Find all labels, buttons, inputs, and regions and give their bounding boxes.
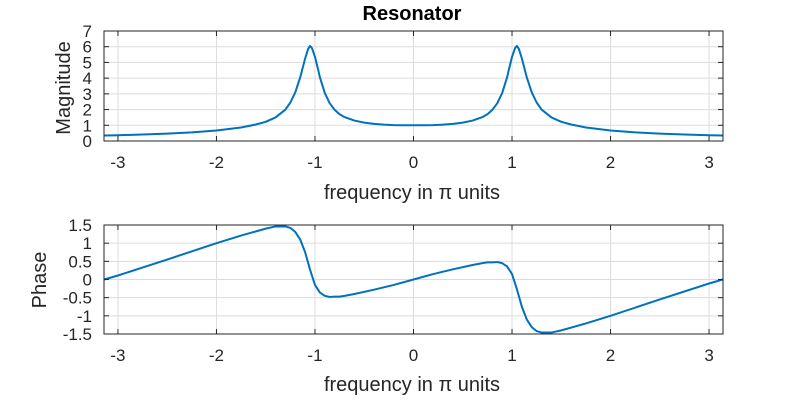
phase-x-tick-label: 0 (409, 346, 418, 365)
phase-x-tick-label: -3 (110, 346, 125, 365)
magnitude-y-tick-label: 2 (83, 101, 92, 120)
magnitude-y-tick-label: 1 (83, 116, 92, 135)
phase-y-tick-labels: -1.5-1-0.500.511.5 (63, 216, 92, 344)
magnitude-y-axis-label: Magnitude (53, 41, 75, 134)
magnitude-x-tick-label: 1 (507, 153, 516, 172)
magnitude-x-tick-label: 0 (409, 153, 418, 172)
phase-y-tick-label: 0 (83, 271, 92, 290)
phase-x-tick-label: 1 (507, 346, 516, 365)
phase-x-tick-labels: -3 -2 -1 0 1 2 3 (110, 346, 713, 365)
phase-y-axis-label: Phase (29, 252, 51, 309)
magnitude-series-group (104, 44, 723, 137)
phase-y-tick-label: 0.5 (68, 252, 92, 271)
magnitude-y-tick-label: 5 (83, 53, 92, 72)
magnitude-y-tick-label: 0 (83, 132, 92, 151)
phase-y-tick-label: -1 (77, 307, 92, 326)
magnitude-x-tick-label: 2 (606, 153, 615, 172)
magnitude-x-tick-labels: -3 -2 -1 0 1 2 3 (110, 153, 713, 172)
phase-y-tick-label: -1.5 (63, 325, 92, 344)
magnitude-x-tick-label: -1 (307, 153, 322, 172)
phase-x-tick-label: -2 (209, 346, 224, 365)
magnitude-y-tick-label: 4 (83, 69, 92, 88)
magnitude-x-tick-label: 3 (704, 153, 713, 172)
phase-y-tick-label: -0.5 (63, 289, 92, 308)
phase-ticks (104, 224, 723, 335)
magnitude-x-tick-label: -2 (209, 153, 224, 172)
magnitude-y-tick-label: 3 (83, 85, 92, 104)
phase-x-tick-label: 3 (704, 346, 713, 365)
magnitude-ticks (104, 30, 723, 142)
magnitude-x-axis-label: frequency in π units (324, 182, 500, 204)
phase-x-axis-label: frequency in π units (324, 374, 500, 396)
phase-x-tick-label: 2 (606, 346, 615, 365)
chart-title: Resonator (363, 3, 462, 25)
magnitude-y-tick-label: 7 (83, 22, 92, 41)
magnitude-series-line (104, 44, 723, 137)
phase-series-group (103, 225, 724, 334)
phase-series-line (103, 225, 724, 334)
magnitude-x-tick-label: -3 (110, 153, 125, 172)
magnitude-y-tick-label: 6 (83, 38, 92, 57)
phase-y-tick-label: 1 (83, 234, 92, 253)
phase-axes: -3 -2 -1 0 1 2 3 -1.5-1-0.500.511.5 frequency … (29, 216, 724, 396)
phase-y-tick-label: 1.5 (68, 216, 92, 235)
phase-x-tick-label: -1 (307, 346, 322, 365)
